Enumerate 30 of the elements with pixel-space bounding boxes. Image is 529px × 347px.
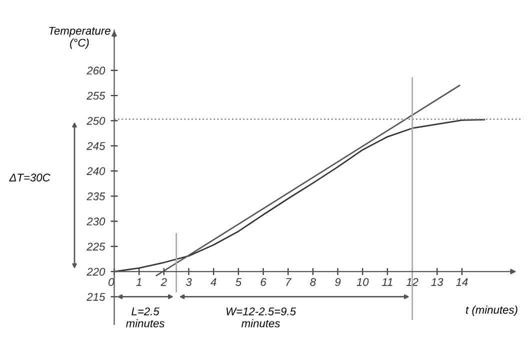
y-axis-title: Temperature (°C) [49,26,110,49]
x-tick-label: 6 [260,278,266,286]
y-tick-label: 260 [86,66,106,75]
x-tick-label: 10 [356,278,369,286]
y-tick-label: 255 [86,92,106,100]
x-tick-label: 5 [236,278,242,286]
x-tick-label: 0 [108,278,114,286]
annotation: L=2.5 minutes [126,307,165,328]
x-tick-label: 1 [136,278,142,286]
x-tick-label: 3 [186,278,192,286]
y-tick-label: 245 [86,142,106,150]
x-axis-title: t (minutes) [466,306,518,316]
y-tick-label: 235 [86,192,106,200]
y-tick-label: 215 [86,292,106,301]
x-tick-label: 13 [431,278,444,286]
x-tick-label: 2 [160,278,167,286]
x-tick-label: 9 [335,278,341,286]
y-tick-label: 225 [86,242,106,251]
x-tick-label: 11 [382,278,392,286]
y-tick-label: 220 [86,268,106,276]
x-tick-label: 12 [406,278,418,286]
x-tick-label: 4 [210,278,216,286]
y-tick-label: 250 [86,116,106,125]
annotation: ΔT=30C [9,174,50,182]
x-tick-label: 14 [456,278,468,286]
x-tick-label: 7 [286,278,292,286]
y-tick-label: 240 [86,167,106,176]
x-tick-label: 8 [310,278,316,286]
annotation: W=12-2.5=9.5 minutes [226,307,296,328]
y-tick-label: 230 [86,218,106,226]
